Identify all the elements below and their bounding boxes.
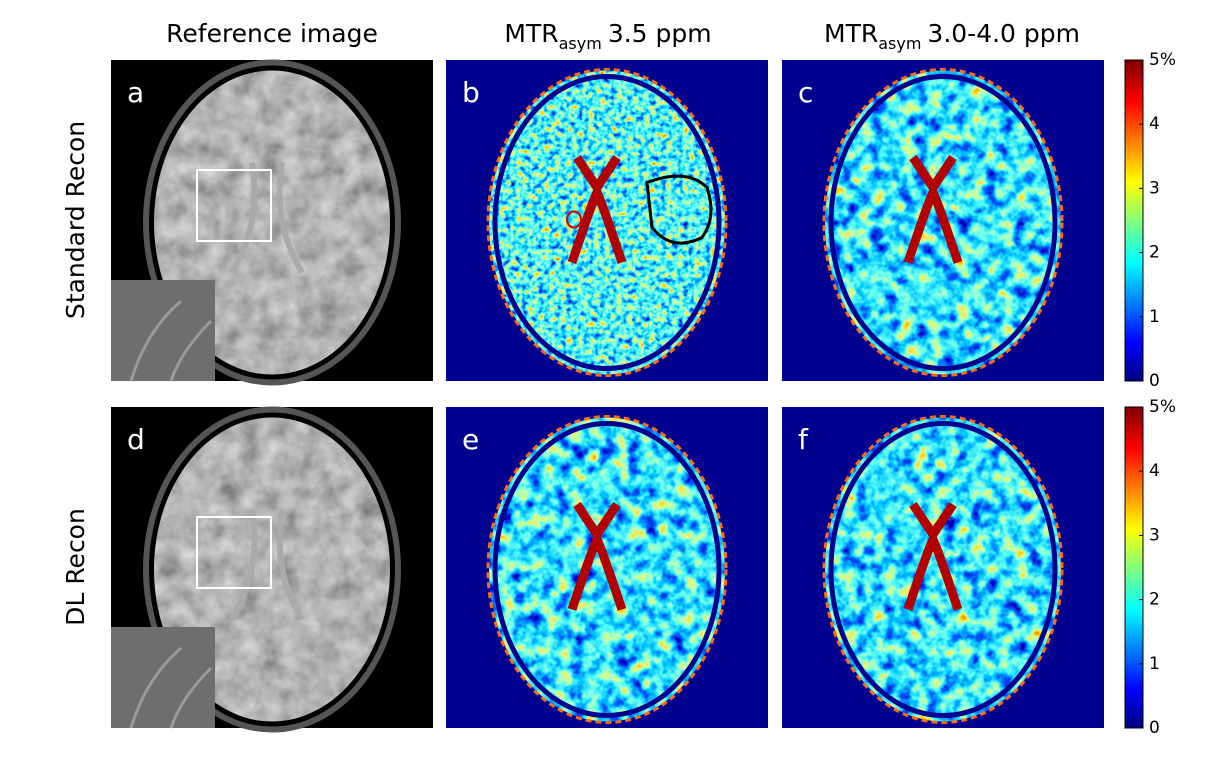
ventricle — [567, 502, 627, 611]
panel-letter: e — [462, 423, 479, 456]
colorbar-tick-label: 0 — [1149, 718, 1160, 738]
ventricle — [903, 155, 963, 264]
colorbar-tick-label: 0 — [1149, 371, 1160, 391]
skull-gap — [828, 74, 1058, 371]
row-label: DL Recon — [61, 508, 90, 626]
ventricle — [903, 502, 963, 611]
skull-gap — [828, 421, 1058, 718]
colorbar-tick-label: 2 — [1149, 243, 1160, 263]
ventricle — [567, 155, 627, 264]
inset-texture — [129, 299, 213, 382]
ventricle — [229, 509, 305, 622]
colorbar-tick-label: 4 — [1149, 461, 1160, 481]
skull-rim — [822, 415, 1064, 724]
colorbar — [1124, 406, 1144, 729]
title-main: MTR — [824, 19, 878, 48]
colorbar-tick-label: 3 — [1149, 178, 1160, 198]
colorbar-tick-label: 2 — [1149, 590, 1160, 610]
column-title: Reference image — [166, 19, 378, 48]
skull-gap — [492, 421, 722, 718]
panels: a b c d e f — [111, 59, 1104, 733]
panel-letter: a — [127, 76, 144, 109]
panel-letter: d — [127, 423, 145, 456]
colorbar — [1124, 59, 1144, 382]
skull — [143, 406, 401, 733]
title-sub: asym — [878, 34, 921, 53]
inset — [111, 280, 215, 381]
column-title: MTRasym 3.5 ppm — [504, 19, 711, 53]
colorbar-tick-label: 1 — [1149, 307, 1160, 327]
title-sub: asym — [559, 34, 602, 53]
colorbar-tick-label: 1 — [1149, 654, 1160, 674]
colorbar-tick-label: 4 — [1149, 114, 1160, 134]
ventricle — [229, 162, 305, 275]
colorbar-tick-label: 3 — [1149, 525, 1160, 545]
panel-letter: f — [798, 423, 809, 456]
title-rest: 3.0-4.0 ppm — [927, 19, 1080, 48]
title-main: MTR — [504, 19, 558, 48]
panel-letter: b — [462, 76, 480, 109]
panel-letter: c — [798, 76, 813, 109]
skull — [143, 59, 401, 386]
roi-box — [196, 516, 272, 589]
skull-rim — [822, 68, 1064, 377]
title-rest: 3.5 ppm — [608, 19, 712, 48]
inset — [111, 627, 215, 728]
colorbar-tick-label: 5% — [1149, 397, 1176, 417]
inset-texture — [129, 646, 213, 729]
contralateral-roi — [566, 210, 582, 229]
skull-rim — [486, 415, 728, 724]
tumor-roi — [645, 174, 713, 245]
skull-rim — [486, 68, 728, 377]
row-label: Standard Recon — [61, 121, 90, 319]
roi-box — [196, 169, 272, 242]
colorbar-tick-label: 5% — [1149, 50, 1176, 70]
skull-gap — [492, 74, 722, 371]
column-title: MTRasym 3.0-4.0 ppm — [824, 19, 1080, 53]
